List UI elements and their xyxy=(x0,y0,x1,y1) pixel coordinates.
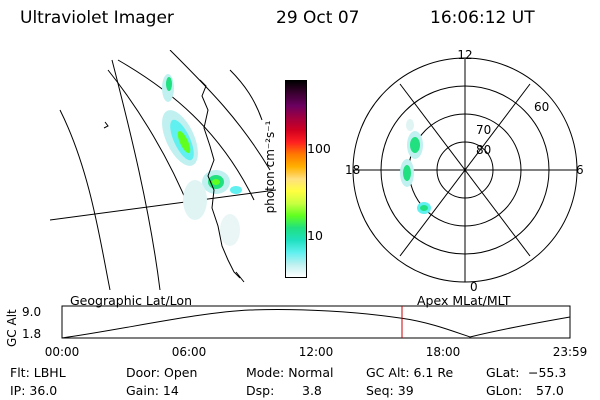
coastline xyxy=(199,79,245,283)
y-axis-label: GC Alt xyxy=(5,309,19,347)
glat-label: GLat: xyxy=(486,365,520,380)
timeline-frame xyxy=(61,305,571,339)
y-tick-9: 9.0 xyxy=(22,305,41,319)
gain-status: Gain: 14 xyxy=(126,383,179,398)
mlt-label-6: 6 xyxy=(576,163,584,177)
x-tick: 12:00 xyxy=(299,345,334,359)
seq-status: Seq: 39 xyxy=(366,383,414,398)
flt-status: Flt: LBHL xyxy=(10,365,66,380)
polar-plot: 12 18 6 0 80 70 60 xyxy=(345,48,584,294)
gc-alt-status: GC Alt: 6.1 Re xyxy=(366,365,454,380)
mlt-label-12: 12 xyxy=(457,48,472,62)
altitude-timeline: 9.0 1.8 GC Alt 00:00 06:00 12:00 18:00 2… xyxy=(5,305,588,359)
colorbar-gradient xyxy=(286,81,306,277)
y-tick-1-8: 1.8 xyxy=(22,327,41,341)
time-label: 16:06:12 UT xyxy=(430,8,535,28)
x-tick: 06:00 xyxy=(172,345,207,359)
x-tick: 23:59 xyxy=(553,345,588,359)
apex-label: Apex MLat/MLT xyxy=(417,293,511,308)
glon-value: 57.0 xyxy=(536,383,564,398)
lat-line xyxy=(229,69,263,121)
polar-axis xyxy=(399,83,531,257)
lat-line xyxy=(107,69,191,211)
lat-label-70: 70 xyxy=(476,123,491,137)
geographic-label: Geographic Lat/Lon xyxy=(70,293,192,308)
x-tick: 00:00 xyxy=(45,345,80,359)
date-label: 29 Oct 07 xyxy=(276,8,360,28)
geographic-map xyxy=(50,50,276,290)
x-tick: 18:00 xyxy=(426,345,461,359)
dsp-label: Dsp: xyxy=(246,383,275,398)
lat-line xyxy=(169,50,271,171)
polar-aurora xyxy=(400,119,431,214)
colorbar-tick-100: 100 xyxy=(307,141,331,156)
glat-value: −55.3 xyxy=(528,365,567,380)
colorbar xyxy=(285,80,307,278)
dsp-value: 3.8 xyxy=(302,383,322,398)
door-status: Door: Open xyxy=(126,365,198,380)
island-outline xyxy=(103,121,109,129)
lon-line xyxy=(50,189,276,221)
mlt-label-0: 0 xyxy=(470,280,478,294)
lat-label-60: 60 xyxy=(534,100,549,114)
mlt-label-18: 18 xyxy=(345,163,360,177)
glon-label: GLon: xyxy=(486,383,523,398)
mode-status: Mode: Normal xyxy=(246,365,334,380)
colorbar-label: photon cm⁻²s⁻¹ xyxy=(263,120,277,214)
ip-status: IP: 36.0 xyxy=(10,383,58,398)
lat-label-80: 80 xyxy=(476,143,491,157)
app-title: Ultraviolet Imager xyxy=(20,8,174,28)
lat-line xyxy=(117,59,255,201)
aurora-emission xyxy=(162,74,242,246)
colorbar-tick-10: 10 xyxy=(307,228,323,243)
lon-line xyxy=(59,109,111,290)
lon-line xyxy=(111,59,161,290)
altitude-curve xyxy=(61,308,571,339)
